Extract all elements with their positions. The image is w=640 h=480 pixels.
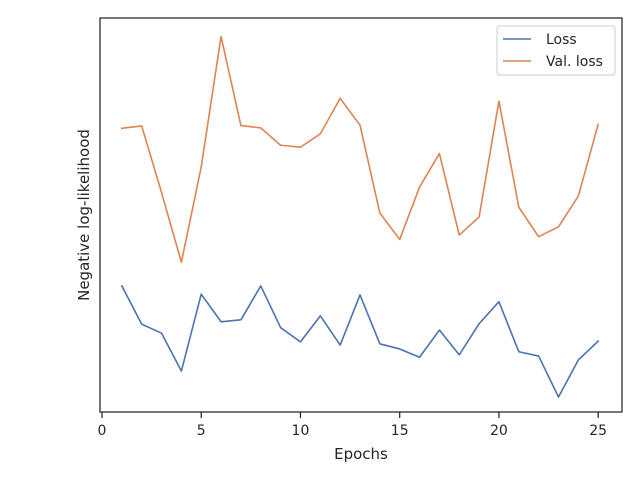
plot-area [120,35,600,398]
axes: 0 5 10 15 20 25 Epochs Negative log-likelihoo… [75,17,623,463]
series-line-val-loss [120,35,600,264]
x-axis-ticks: 0 5 10 15 20 25 [98,412,607,439]
legend-label: Loss [546,32,577,48]
x-tick-label: 5 [197,423,206,439]
x-tick-label: 20 [490,423,508,439]
x-tick-label: 15 [391,423,409,439]
x-tick-label: 0 [98,423,107,439]
y-axis-label: Negative log-likelihood [75,129,93,301]
legend-label: Val. loss [546,54,603,70]
plot-frame [99,17,623,413]
series-line-loss [120,284,600,398]
x-axis-label: Epochs [334,445,388,463]
x-tick-label: 25 [589,423,607,439]
x-tick-label: 10 [292,423,310,439]
legend: Loss Val. loss [496,25,616,76]
